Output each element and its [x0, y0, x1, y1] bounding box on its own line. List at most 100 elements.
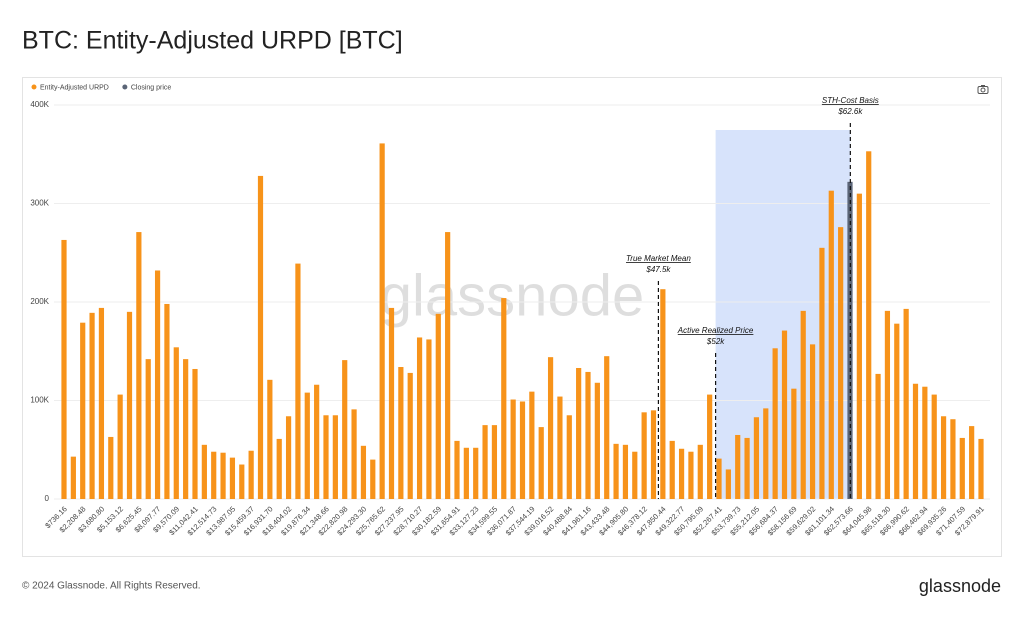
bar	[594, 382, 600, 499]
bar	[416, 337, 423, 499]
bar	[482, 425, 488, 499]
bar	[650, 410, 657, 499]
bar	[940, 416, 947, 499]
bar	[725, 469, 731, 499]
bar	[61, 239, 67, 499]
bar	[154, 270, 161, 499]
bar	[800, 310, 806, 499]
watermark: glassnode	[380, 263, 644, 328]
bar	[763, 408, 769, 499]
footer: © 2024 Glassnode. All Rights Reserved.	[22, 581, 201, 592]
bar	[201, 444, 207, 499]
bar	[257, 175, 264, 500]
bar	[772, 348, 778, 499]
logo: glassnode	[919, 576, 1001, 596]
bar	[519, 401, 526, 499]
bar	[164, 303, 170, 499]
chart-frame	[22, 77, 1002, 557]
chart-title: BTC: Entity-Adjusted URPD [BTC]	[22, 27, 403, 55]
bar	[791, 388, 797, 499]
legend-label: Entity-Adjusted URPD	[40, 84, 109, 91]
bar	[229, 457, 236, 499]
bar	[360, 445, 367, 499]
bar	[978, 438, 984, 499]
bar	[285, 416, 292, 499]
bar	[566, 415, 572, 499]
legend-label: Closing price	[131, 84, 172, 91]
bar	[89, 312, 95, 499]
bar	[716, 458, 722, 499]
y-tick-label: 400K	[30, 100, 49, 109]
bar	[136, 232, 142, 499]
annotation-value: $47.5k	[645, 265, 671, 274]
bar	[622, 444, 629, 499]
bar	[220, 452, 226, 499]
bar	[641, 412, 647, 499]
bar	[884, 310, 891, 499]
bar	[744, 437, 750, 499]
bar	[183, 359, 189, 499]
bar	[70, 456, 76, 499]
bar	[108, 436, 114, 499]
bar	[211, 451, 217, 499]
bar	[632, 451, 638, 499]
bar	[126, 311, 133, 499]
bar	[314, 384, 320, 499]
bar	[922, 386, 928, 499]
annotation-title: Active Realized Price	[677, 326, 754, 335]
bar	[912, 383, 919, 499]
bar	[950, 419, 956, 499]
bar	[959, 437, 965, 499]
bar	[557, 396, 563, 499]
bar	[856, 193, 862, 499]
bar	[379, 143, 385, 500]
bar	[491, 425, 498, 499]
bar	[80, 322, 86, 499]
legend-marker	[31, 84, 37, 90]
bar	[866, 151, 872, 500]
bar	[819, 247, 825, 499]
bar	[145, 359, 151, 499]
bar	[894, 323, 900, 499]
bar	[304, 392, 310, 499]
bar	[585, 371, 591, 499]
bar	[735, 434, 741, 499]
bar	[707, 394, 713, 499]
bar	[576, 367, 582, 499]
bar	[931, 394, 937, 499]
bar	[117, 394, 123, 499]
legend-marker	[122, 84, 128, 90]
bar	[473, 447, 479, 499]
bar	[828, 190, 834, 499]
bar	[173, 347, 179, 499]
y-tick-label: 200K	[30, 297, 49, 306]
bar	[239, 464, 245, 499]
bar	[688, 451, 694, 499]
annotation-value: $52k	[706, 337, 725, 346]
annotation-title: True Market Mean	[626, 254, 691, 263]
y-tick-label: 300K	[30, 199, 49, 208]
bar	[529, 391, 535, 499]
bar	[838, 227, 844, 499]
bar	[407, 372, 413, 499]
y-tick-label: 0	[45, 494, 50, 503]
bar	[547, 357, 554, 499]
bar	[660, 289, 666, 499]
bar	[332, 415, 338, 499]
bar	[276, 438, 282, 499]
annotation-value: $62.6k	[837, 107, 863, 116]
annotation-title: STH-Cost Basis	[822, 96, 879, 105]
bar	[604, 356, 610, 499]
bar	[809, 344, 816, 499]
bar	[445, 232, 451, 499]
bar	[370, 459, 376, 499]
bar	[295, 263, 301, 499]
y-tick-label: 100K	[30, 396, 49, 405]
bar	[351, 409, 357, 499]
camera-icon[interactable]	[977, 85, 989, 94]
bar	[267, 379, 273, 499]
bar	[753, 417, 760, 499]
bar	[875, 373, 881, 499]
